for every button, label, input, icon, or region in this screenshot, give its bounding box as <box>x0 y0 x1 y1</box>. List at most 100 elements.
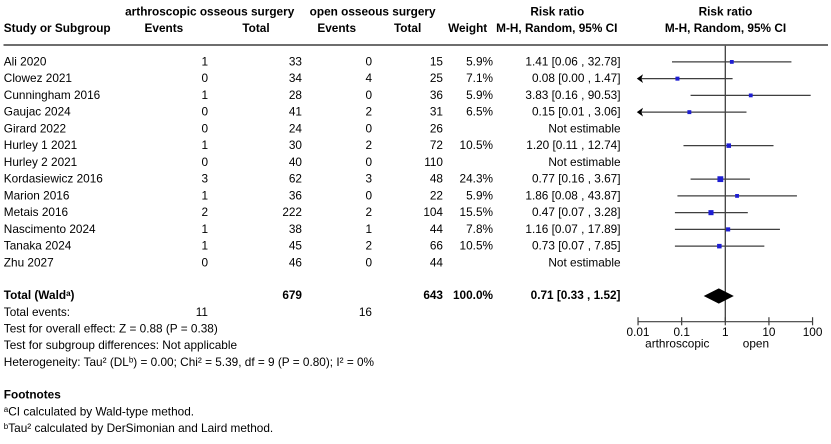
svg-text:4: 4 <box>365 71 372 85</box>
svg-text:72: 72 <box>430 138 443 152</box>
svg-text:open: open <box>743 336 769 350</box>
svg-text:643: 643 <box>423 288 443 302</box>
svg-text:0: 0 <box>201 155 208 169</box>
svg-text:1: 1 <box>722 325 729 339</box>
svg-text:46: 46 <box>289 255 303 269</box>
svg-text:Cunningham 2016: Cunningham 2016 <box>4 88 101 102</box>
svg-text:30: 30 <box>289 138 303 152</box>
svg-text:Kordasiewicz 2016: Kordasiewicz 2016 <box>4 172 103 186</box>
svg-text:33: 33 <box>289 54 303 68</box>
svg-text:7.1%: 7.1% <box>466 71 493 85</box>
svg-text:0.15 [0.01 , 3.06]: 0.15 [0.01 , 3.06] <box>532 105 621 119</box>
svg-text:Nascimento 2024: Nascimento 2024 <box>4 222 96 236</box>
svg-text:Footnotes: Footnotes <box>4 388 61 402</box>
svg-text:Hurley 1 2021: Hurley 1 2021 <box>4 138 77 152</box>
svg-text:2: 2 <box>365 205 372 219</box>
svg-text:31: 31 <box>430 105 443 119</box>
svg-text:1: 1 <box>201 138 208 152</box>
svg-text:40: 40 <box>289 155 303 169</box>
svg-text:41: 41 <box>289 105 302 119</box>
svg-text:arthroscopic: arthroscopic <box>645 336 709 350</box>
svg-text:1: 1 <box>201 188 208 202</box>
svg-text:1.41 [0.06 , 32.78]: 1.41 [0.06 , 32.78] <box>525 54 620 68</box>
svg-text:0: 0 <box>365 88 372 102</box>
svg-text:5.9%: 5.9% <box>466 54 493 68</box>
svg-text:Total: Total <box>242 21 269 35</box>
svg-text:1.20 [0.11 , 12.74]: 1.20 [0.11 , 12.74] <box>526 138 620 152</box>
svg-text:Heterogeneity: Tau² (DLb) = 0.: Heterogeneity: Tau² (DLb) = 0.00; Chi² =… <box>4 355 375 369</box>
svg-text:3.83 [0.16 , 90.53]: 3.83 [0.16 , 90.53] <box>525 88 620 102</box>
svg-text:open osseous surgery: open osseous surgery <box>310 4 436 18</box>
svg-text:Metais 2016: Metais 2016 <box>4 205 69 219</box>
svg-text:25: 25 <box>430 71 444 85</box>
svg-text:0: 0 <box>365 121 372 135</box>
svg-text:10.5%: 10.5% <box>460 138 494 152</box>
svg-text:45: 45 <box>289 239 303 253</box>
svg-text:Clowez 2021: Clowez 2021 <box>4 71 72 85</box>
svg-text:M-H, Random, 95% CI: M-H, Random, 95% CI <box>665 21 786 35</box>
svg-text:1: 1 <box>201 222 208 236</box>
svg-text:0.73 [0.07 , 7.85]: 0.73 [0.07 , 7.85] <box>532 239 621 253</box>
svg-text:44: 44 <box>430 222 444 236</box>
svg-text:bTau² calculated by DerSimonia: bTau² calculated by DerSimonian and Lair… <box>4 421 273 435</box>
svg-text:Ali 2020: Ali 2020 <box>4 54 47 68</box>
svg-text:arthroscopic osseous surgery: arthroscopic osseous surgery <box>125 4 295 18</box>
svg-text:Test for subgroup differences:: Test for subgroup differences: Not appli… <box>4 338 238 352</box>
svg-text:48: 48 <box>430 172 444 186</box>
svg-text:3: 3 <box>201 172 208 186</box>
svg-text:Weight: Weight <box>448 21 487 35</box>
svg-text:6.5%: 6.5% <box>466 105 493 119</box>
svg-text:0.77 [0.16 , 3.67]: 0.77 [0.16 , 3.67] <box>532 172 621 186</box>
svg-text:0: 0 <box>365 255 372 269</box>
svg-text:104: 104 <box>423 205 443 219</box>
svg-text:222: 222 <box>282 205 302 219</box>
svg-text:24.3%: 24.3% <box>460 172 494 186</box>
svg-text:38: 38 <box>289 222 303 236</box>
svg-text:0: 0 <box>201 121 208 135</box>
svg-text:Hurley 2 2021: Hurley 2 2021 <box>4 155 77 169</box>
svg-text:0: 0 <box>201 105 208 119</box>
svg-text:0.47 [0.07 , 3.28]: 0.47 [0.07 , 3.28] <box>532 205 621 219</box>
svg-text:Tanaka 2024: Tanaka 2024 <box>4 239 72 253</box>
svg-text:1: 1 <box>201 54 208 68</box>
svg-text:0: 0 <box>365 155 372 169</box>
svg-text:Not estimable: Not estimable <box>548 155 621 169</box>
svg-text:Total (Walda): Total (Walda) <box>4 288 75 302</box>
svg-text:66: 66 <box>430 239 444 253</box>
svg-text:Gaujac 2024: Gaujac 2024 <box>4 105 71 119</box>
svg-text:11: 11 <box>196 305 208 319</box>
svg-text:16: 16 <box>359 305 373 319</box>
svg-text:36: 36 <box>430 88 444 102</box>
svg-text:2: 2 <box>365 138 372 152</box>
svg-text:10: 10 <box>762 325 776 339</box>
svg-text:679: 679 <box>282 288 302 302</box>
svg-text:1.16 [0.07 , 17.89]: 1.16 [0.07 , 17.89] <box>525 222 620 236</box>
svg-text:10.5%: 10.5% <box>460 239 494 253</box>
svg-text:1.86 [0.08 , 43.87]: 1.86 [0.08 , 43.87] <box>525 188 620 202</box>
svg-text:22: 22 <box>430 188 443 202</box>
svg-text:100: 100 <box>803 325 823 339</box>
svg-text:2: 2 <box>201 205 208 219</box>
svg-text:Events: Events <box>317 21 356 35</box>
svg-text:5.9%: 5.9% <box>466 88 493 102</box>
svg-text:1: 1 <box>201 88 208 102</box>
svg-text:M-H, Random, 95% CI: M-H, Random, 95% CI <box>496 21 617 35</box>
svg-text:1: 1 <box>365 222 372 236</box>
svg-text:1: 1 <box>201 239 208 253</box>
svg-text:0.01: 0.01 <box>627 325 650 339</box>
svg-text:0.1: 0.1 <box>673 325 689 339</box>
svg-text:36: 36 <box>289 188 303 202</box>
svg-text:Risk ratio: Risk ratio <box>530 4 584 18</box>
svg-text:3: 3 <box>365 172 372 186</box>
svg-text:100.0%: 100.0% <box>453 288 494 302</box>
svg-text:15.5%: 15.5% <box>460 205 494 219</box>
svg-text:Not estimable: Not estimable <box>548 255 621 269</box>
svg-text:0: 0 <box>201 71 208 85</box>
svg-text:2: 2 <box>365 239 372 253</box>
svg-text:28: 28 <box>289 88 303 102</box>
svg-text:24: 24 <box>289 121 303 135</box>
svg-text:0: 0 <box>365 54 372 68</box>
svg-text:Study or Subgroup: Study or Subgroup <box>4 21 111 35</box>
svg-text:0: 0 <box>201 255 208 269</box>
svg-text:Girard 2022: Girard 2022 <box>4 121 66 135</box>
